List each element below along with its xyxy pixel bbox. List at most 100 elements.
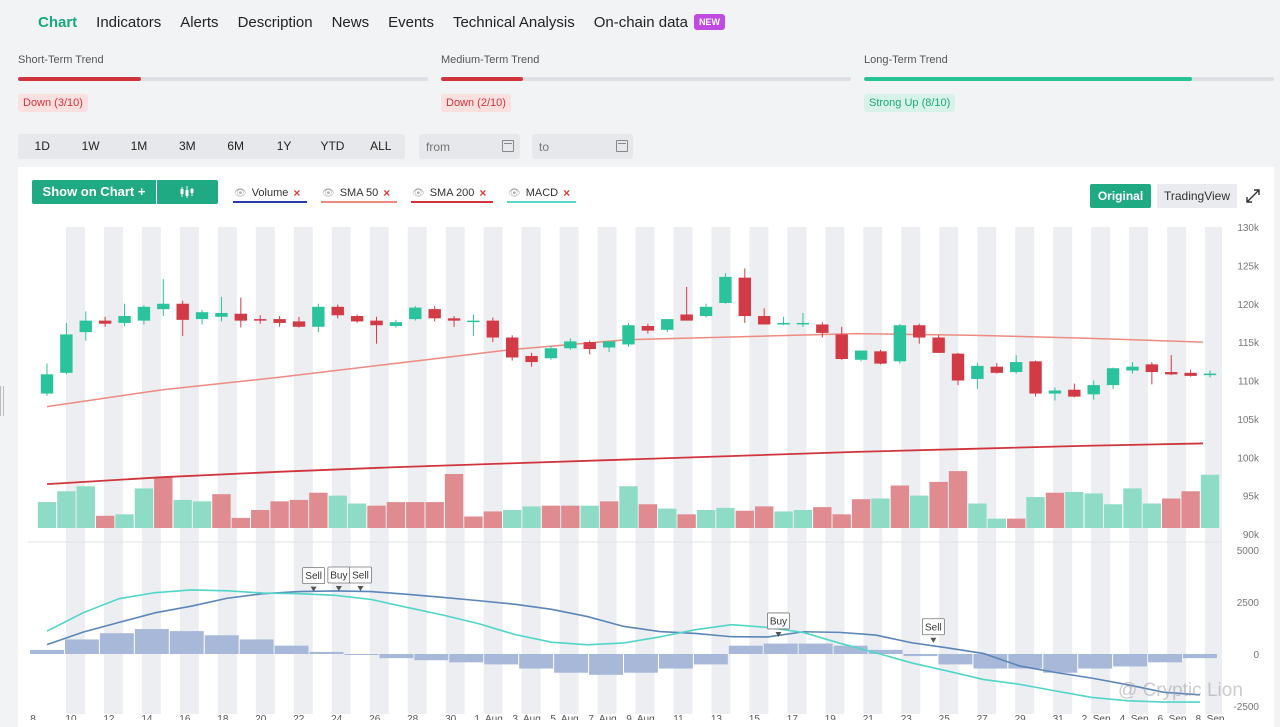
close-icon[interactable]: ×: [383, 186, 391, 200]
volume-bar: [754, 506, 774, 528]
macd-histogram-bar: [484, 654, 519, 665]
tab-label: Technical Analysis: [452, 13, 575, 31]
volume-bar: [444, 474, 464, 528]
from-date-input[interactable]: [419, 134, 520, 159]
tab-chart[interactable]: Chart: [38, 14, 77, 31]
tab-label: Indicators: [96, 13, 162, 31]
long-term-trend-track: [864, 77, 1274, 81]
short-term-trend-fill: [18, 77, 141, 81]
range-button-6m[interactable]: 6M: [227, 139, 245, 153]
tab-label: On-chain data: [593, 13, 688, 31]
close-icon[interactable]: ×: [479, 186, 487, 200]
x-tick-label: 28: [407, 714, 419, 720]
tab-label: Alerts: [180, 13, 219, 31]
day-band: [483, 227, 503, 714]
y-tick-label: 0: [1253, 650, 1259, 661]
tab-description[interactable]: Description: [238, 14, 313, 31]
tab-news[interactable]: News: [332, 14, 370, 31]
volume-bar: [270, 501, 289, 528]
candle-body: [641, 326, 655, 331]
volume-bar: [774, 511, 793, 528]
short-term-trend-label: Short-Term Trend: [18, 54, 104, 66]
candle-body: [118, 316, 131, 323]
signal-tag-label: Sell: [925, 622, 942, 633]
resize-handle[interactable]: [0, 386, 4, 416]
indicator-sma200[interactable]: 👁 SMA 200 ×: [411, 183, 487, 203]
y-tick-label: 105k: [1237, 415, 1260, 426]
tradingview-button[interactable]: TradingView: [1157, 184, 1237, 208]
close-icon[interactable]: ×: [563, 186, 571, 200]
calendar-icon[interactable]: [502, 140, 514, 152]
indicator-sma50[interactable]: 👁 SMA 50 ×: [321, 183, 391, 203]
range-button-1d[interactable]: 1D: [34, 139, 50, 153]
range-button-all[interactable]: ALL: [370, 139, 392, 153]
volume-bar: [987, 518, 1006, 528]
signal-arrow-icon: [930, 637, 937, 643]
volume-bar: [464, 516, 483, 528]
eye-icon[interactable]: 👁: [508, 187, 521, 199]
x-tick-label: 5. Aug: [550, 714, 578, 720]
range-button-1y[interactable]: 1Y: [276, 139, 292, 153]
volume-bar: [57, 491, 76, 528]
indicator-macd[interactable]: 👁 MACD ×: [507, 183, 571, 203]
volume-bar: [658, 508, 677, 528]
indicator-volume[interactable]: 👁 Volume ×: [233, 183, 301, 203]
tab-alerts[interactable]: Alerts: [180, 14, 218, 31]
show-on-chart-button[interactable]: Show on Chart +: [32, 180, 156, 204]
volume-bar: [677, 514, 696, 528]
original-button[interactable]: Original: [1090, 184, 1151, 208]
candle-body: [312, 306, 325, 327]
signal-tag-label: Sell: [305, 571, 322, 582]
eye-icon[interactable]: 👁: [412, 187, 425, 199]
new-badge: NEW: [693, 13, 725, 30]
calendar-icon[interactable]: [616, 140, 628, 152]
volume-bar: [1065, 492, 1084, 528]
candle-body: [796, 322, 810, 325]
volume-bar: [580, 505, 599, 528]
candle-body: [176, 303, 189, 320]
expand-icon[interactable]: [1246, 189, 1260, 203]
signal-tag-box: [921, 618, 945, 636]
candle-body: [1087, 385, 1100, 395]
chart-type-button[interactable]: [157, 180, 218, 204]
tab-indicators[interactable]: Indicators: [96, 14, 161, 31]
candle-body: [428, 309, 441, 319]
short-term-trend-badge: Down (3/10): [18, 94, 88, 112]
volume-bar: [599, 501, 619, 528]
x-tick-label: 25: [939, 714, 951, 720]
candle-body: [40, 374, 54, 394]
candle-body: [350, 316, 364, 322]
volume-bar: [716, 507, 735, 528]
day-band: [1129, 227, 1149, 714]
y-tick-label: 95k: [1243, 492, 1260, 503]
candle-body: [234, 313, 248, 321]
x-tick-label: 19: [825, 714, 837, 720]
day-band: [1091, 227, 1111, 714]
candle-body: [1068, 389, 1081, 397]
volume-bar: [890, 485, 910, 528]
candle-body: [1106, 368, 1120, 386]
tab-on-chain-data[interactable]: On-chain data NEW: [593, 13, 725, 31]
range-button-ytd[interactable]: YTD: [320, 139, 345, 153]
x-tick-label: 16: [179, 714, 191, 720]
volume-bar: [1045, 492, 1065, 528]
tab-events[interactable]: Events: [388, 14, 434, 31]
tab-technical-analysis[interactable]: Technical Analysis: [453, 14, 575, 31]
close-icon[interactable]: ×: [293, 186, 301, 200]
candle-body: [1203, 373, 1217, 376]
range-button-3m[interactable]: 3M: [178, 139, 196, 153]
range-button-1m[interactable]: 1M: [130, 139, 148, 153]
volume-bar: [1026, 497, 1045, 528]
macd-histogram-bar: [169, 631, 204, 654]
indicator-label: MACD: [525, 187, 559, 199]
x-tick-label: 26: [369, 714, 381, 720]
x-tick-label: 17: [787, 714, 799, 720]
macd-histogram-bar: [204, 635, 239, 654]
volume-bar: [813, 507, 832, 528]
eye-icon[interactable]: 👁: [234, 187, 247, 199]
range-button-1w[interactable]: 1W: [81, 139, 100, 153]
eye-icon[interactable]: 👁: [322, 187, 335, 199]
day-band: [939, 227, 959, 714]
medium-term-trend-track: [441, 77, 851, 81]
